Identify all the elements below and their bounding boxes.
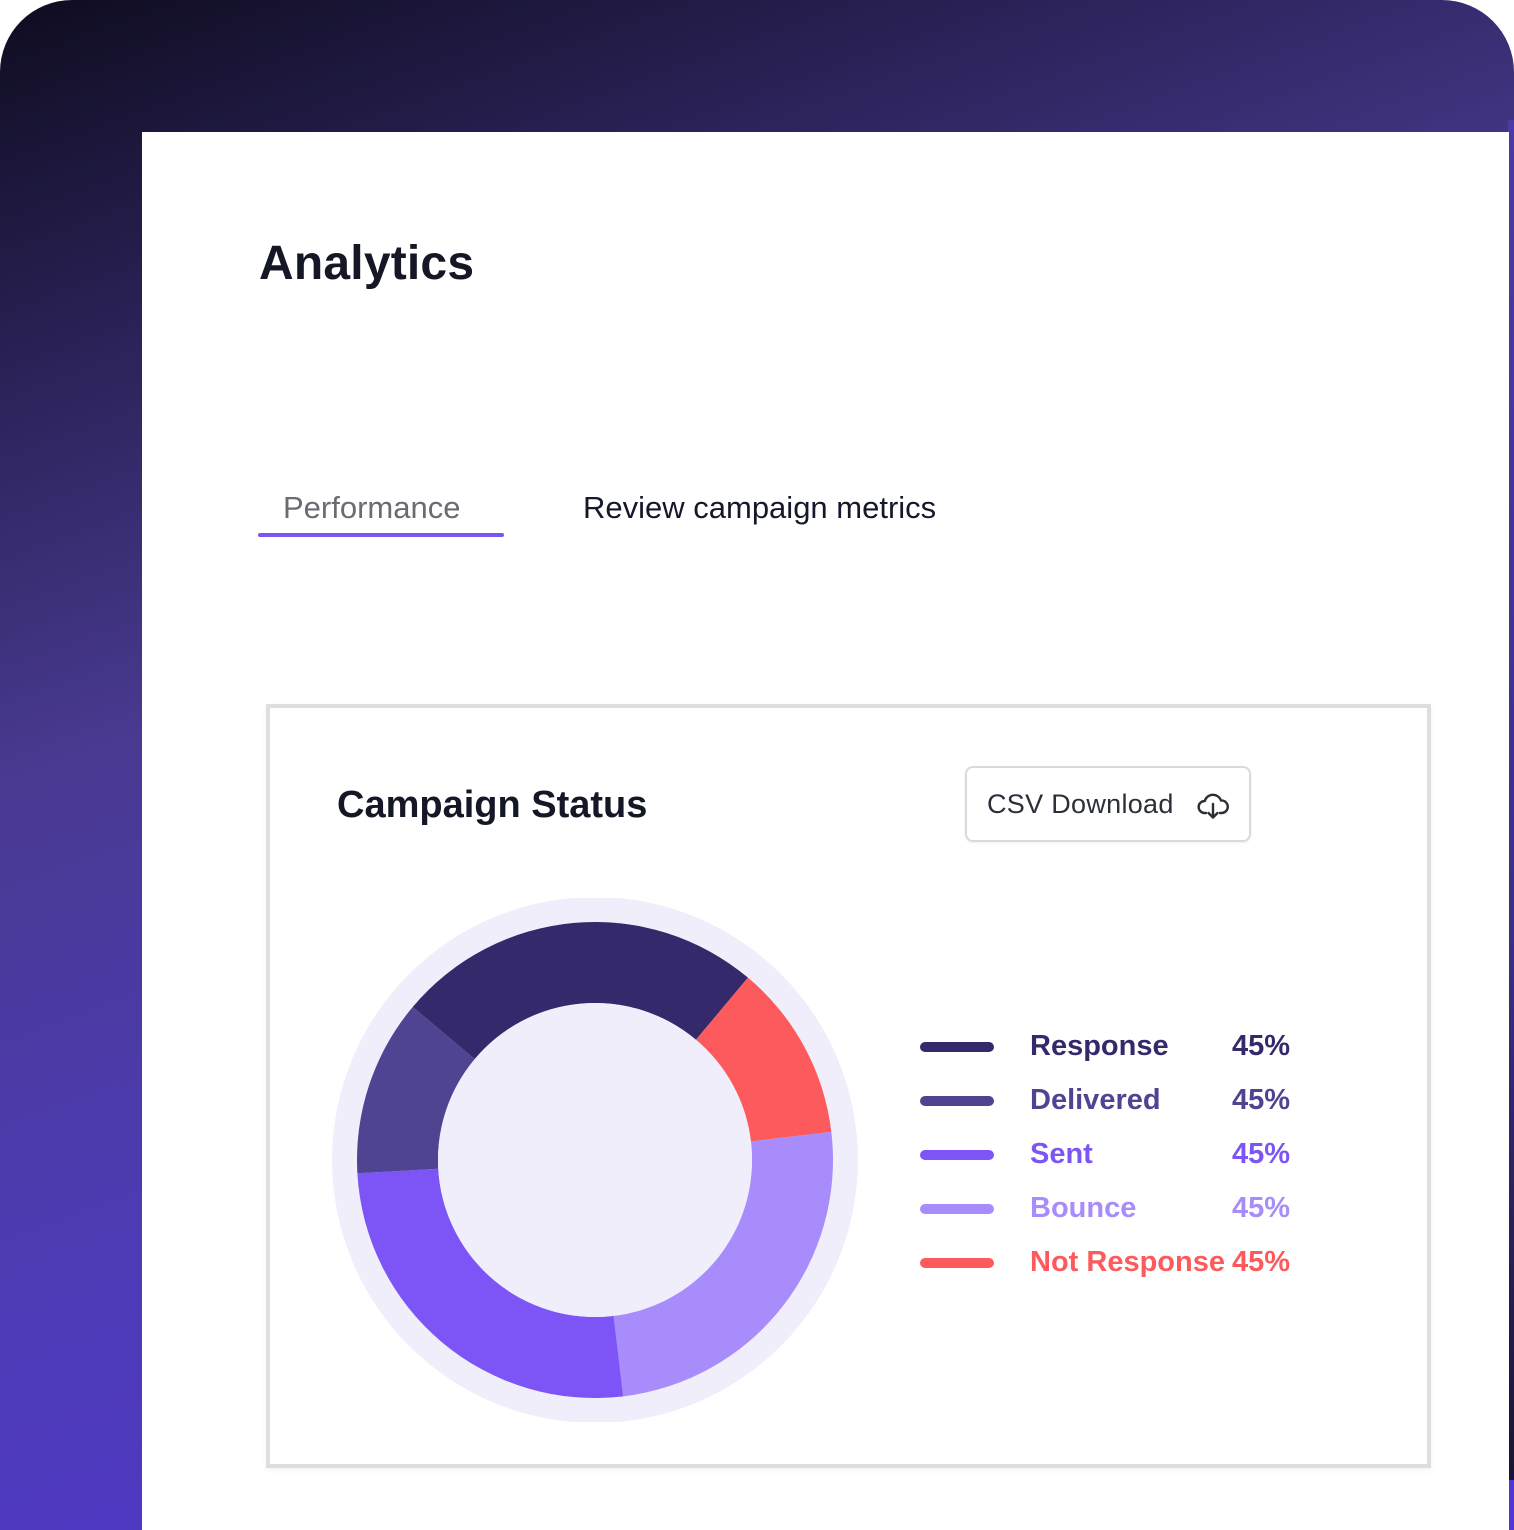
active-tab-indicator [258,533,504,537]
donut-slice-not-response [695,977,832,1142]
legend-swatch-delivered [920,1096,994,1106]
campaign-status-card: Campaign Status CSV Download Response 45… [266,704,1431,1468]
donut-slice-sent [357,1168,624,1398]
legend-label: Bounce [1030,1192,1137,1224]
csv-download-label: CSV Download [987,788,1174,819]
analytics-panel: Analytics Performance Review campaign me… [142,132,1509,1530]
donut-slice-response [412,922,748,1060]
tab-performance[interactable]: Performance [283,490,461,525]
cloud-download-icon [1197,793,1229,819]
legend-value: 45% [1232,1084,1291,1116]
legend-label: Response [1030,1030,1169,1062]
donut-hole [438,1003,752,1317]
legend-swatch-sent [920,1150,994,1160]
legend-swatch-response [920,1042,994,1052]
legend-swatch-bounce [920,1204,994,1214]
frame-edge [1508,120,1514,1480]
legend-label: Not Response [1030,1246,1225,1278]
donut-slice-delivered [357,1007,475,1174]
donut-slice-bounce [613,1131,833,1397]
legend-value: 45% [1232,1246,1291,1278]
legend-swatch-not-response [920,1258,994,1268]
page-title: Analytics [259,237,475,290]
csv-download-button[interactable]: CSV Download [965,766,1251,842]
legend-value: 45% [1232,1192,1291,1224]
card-title: Campaign Status [337,784,648,826]
campaign-status-donut-chart [332,898,858,1422]
legend-value: 45% [1232,1138,1291,1170]
donut-slices [357,922,833,1398]
tab-review-campaign-metrics[interactable]: Review campaign metrics [583,490,937,525]
legend-value: 45% [1232,1030,1291,1062]
legend-label: Sent [1030,1138,1093,1170]
legend-label: Delivered [1030,1084,1161,1116]
